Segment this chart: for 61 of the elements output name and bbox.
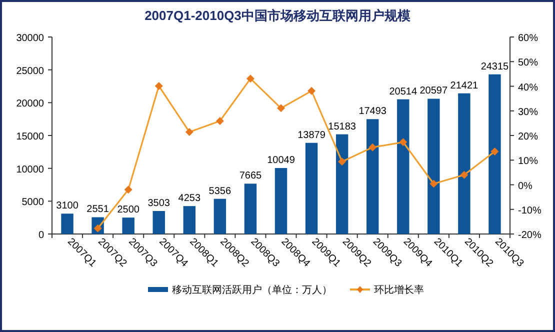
- y2-tick-label: 0%: [518, 180, 533, 192]
- bar: [397, 99, 410, 234]
- data-label: 7665: [239, 170, 262, 182]
- bar: [458, 93, 470, 234]
- data-label: 10049: [267, 155, 296, 166]
- y2-tick-label: 50%: [518, 58, 538, 69]
- data-label: 4253: [178, 193, 201, 204]
- y2-tick-label: -10%: [518, 205, 542, 216]
- data-label: 15183: [328, 121, 356, 132]
- y2-tick-label: 60%: [518, 33, 538, 44]
- bar: [274, 168, 288, 234]
- bar: [305, 142, 318, 234]
- y2-tick-label: 40%: [518, 82, 538, 94]
- data-label: 13879: [298, 130, 326, 141]
- bar: [183, 206, 196, 234]
- point: [277, 104, 285, 112]
- y-tick-label: 20000: [16, 98, 44, 110]
- y-tick-label: 25000: [16, 66, 44, 77]
- point: [124, 186, 132, 194]
- data-label: 21421: [450, 80, 479, 92]
- chart-title: 2007Q1-2010Q3中国市场移动互联网用户规模: [144, 8, 410, 23]
- bar: [428, 98, 440, 234]
- bar: [366, 119, 379, 234]
- bar: [61, 214, 74, 234]
- bar: [336, 134, 348, 234]
- data-label: 5356: [208, 186, 232, 197]
- y2-tick-label: 30%: [518, 106, 538, 118]
- y-tick-label: 10000: [16, 164, 44, 176]
- y-tick-label: 0: [38, 230, 44, 241]
- point: [399, 138, 408, 146]
- data-label: 24315: [480, 61, 510, 72]
- bar: [488, 74, 501, 234]
- point: [430, 180, 438, 188]
- point: [460, 170, 468, 179]
- y2-tick-label: -20%: [518, 230, 542, 241]
- y2-tick-label: 10%: [518, 156, 538, 168]
- legend-label: 环比增长率: [374, 284, 424, 296]
- point: [246, 74, 254, 83]
- legend-label: 移动互联网活跃用户（单位：万人）: [172, 284, 332, 296]
- y-tick-label: 30000: [16, 33, 44, 44]
- y-tick-label: 15000: [16, 132, 44, 142]
- point: [185, 128, 194, 136]
- data-label: 17493: [358, 106, 387, 118]
- data-label: 2500: [117, 204, 140, 216]
- point: [154, 82, 163, 90]
- data-label: 2551: [86, 204, 110, 216]
- bar: [244, 184, 257, 234]
- point: [490, 148, 499, 156]
- point: [368, 143, 377, 152]
- point: [216, 116, 224, 125]
- bar: [214, 198, 226, 234]
- data-label: 20514: [389, 86, 418, 98]
- bar: [152, 210, 165, 234]
- data-label: 20597: [420, 86, 448, 97]
- bar: [122, 218, 134, 234]
- point: [338, 158, 346, 166]
- data-label: 3503: [148, 198, 170, 209]
- y-tick-label: 5000: [22, 197, 44, 208]
- y2-tick-label: 20%: [518, 132, 538, 142]
- data-label: 3100: [56, 200, 79, 212]
- point: [308, 86, 316, 95]
